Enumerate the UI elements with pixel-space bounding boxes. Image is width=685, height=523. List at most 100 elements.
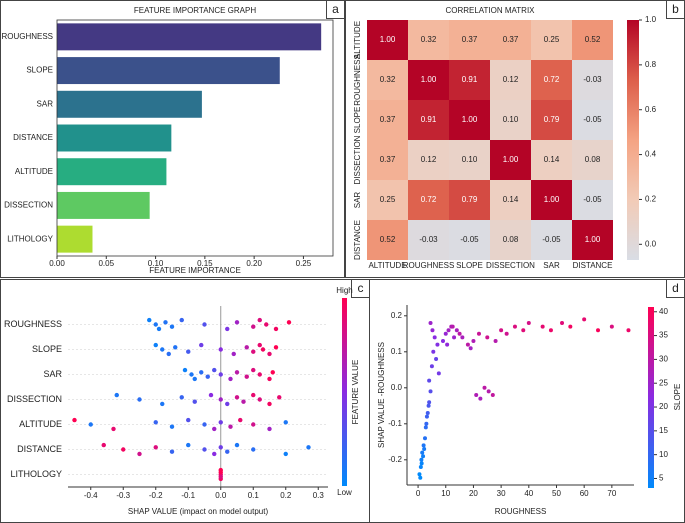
scatter-point [450,324,455,329]
shap-dot [179,317,184,323]
scatter-point [419,457,424,462]
cell-label: 0.72 [421,195,437,204]
shap-dot [244,345,249,350]
x-tick-label: -0.3 [116,491,130,500]
shap-dot [270,370,275,375]
scatter-point [471,339,476,343]
scatter-point [435,342,440,347]
shap-dot [267,426,272,432]
scatter-point [422,436,427,441]
scatter-point [443,331,448,336]
x-tick-label: 0.10 [148,259,164,268]
heatmap-cell [449,180,490,220]
heatmap-cell [408,60,449,100]
x-tick-label: -0.4 [84,491,98,500]
shap-dot [218,470,223,475]
shap-dot [225,326,230,332]
cell-label: 1.00 [380,35,396,44]
colorbar [627,20,639,260]
cell-label: -0.05 [542,235,561,244]
scatter-point [428,321,433,325]
y-tick-label: -0.2 [388,455,402,464]
cell-label: 0.52 [380,235,396,244]
chart-title: FEATURE IMPORTANCE GRAPH [134,6,256,15]
heatmap-cell [572,20,613,60]
shap-dot [153,420,158,425]
shap-dot [169,449,175,454]
cell-label: 0.37 [503,35,519,44]
scatter-point [609,324,614,329]
colorbar-tick-label: 25 [659,378,668,387]
scatter-point [446,328,451,333]
heatmap-cell [367,140,408,180]
heatmap-cell [531,20,572,60]
shap-dot [225,449,230,454]
shap-dot [163,320,168,325]
shap-dot [114,392,119,398]
shap-dot [192,399,197,404]
shap-dot [234,442,240,448]
shap-dot [225,401,230,407]
scatter-point [420,450,425,455]
heatmap-cell [490,220,531,260]
cell-label: 0.37 [380,155,396,164]
shap-dot [251,422,256,427]
heatmap-cell [367,60,408,100]
shap-dot [202,422,207,427]
cell-label: 0.52 [585,35,601,44]
row-label: ALTITUDE [353,21,362,59]
feature-label: LITHOLOGY [10,469,62,479]
scatter-point [421,443,426,448]
shap-dot [186,349,191,354]
cell-label: 0.12 [503,75,519,84]
colorbar-tick-label: 15 [659,426,668,435]
shap-dot [205,374,210,379]
column-label: ALTITUDE [368,261,406,270]
colorbar-tick-label: 30 [659,355,668,364]
shap-dot [257,342,262,348]
cell-label: 0.10 [503,115,519,124]
shap-dot [231,351,236,357]
cell-label: 0.91 [462,75,478,84]
cell-label: 0.14 [544,155,560,164]
cell-label: 0.25 [380,195,396,204]
shap-dot [153,342,158,348]
scatter-point [454,328,459,333]
bar [57,23,322,51]
x-tick-label: 30 [497,489,506,498]
heatmap-cell [408,140,449,180]
colorbar-tick-label: 0.4 [645,150,657,159]
shap-dot [277,395,282,400]
heatmap-cell [408,20,449,60]
shap-dot [218,372,223,377]
x-tick-label: 0.0 [215,491,227,500]
bar [57,57,280,85]
heatmap-cell [449,220,490,260]
bar [57,191,150,219]
heatmap-cell [367,100,408,140]
shap-dot [251,367,256,373]
bar [57,124,172,152]
shap-dot [179,395,184,400]
x-tick-label: 0.20 [246,259,262,268]
heatmap-cell [572,140,613,180]
scatter-point [560,321,565,325]
cell-label: 0.32 [380,75,396,84]
scatter-point [445,342,450,347]
scatter-point [460,335,465,340]
colorbar-tick-label: 0.2 [645,195,657,204]
cell-label: -0.05 [460,235,479,244]
shap-dot [169,324,175,329]
cell-label: 0.12 [421,155,437,164]
scatter-point [430,328,435,333]
shap-dot [251,447,256,452]
heatmap-cell [490,180,531,220]
heatmap-cell [531,100,572,140]
heatmap-cell [408,180,449,220]
x-tick-label: 10 [441,489,450,498]
heatmap-cell [531,140,572,180]
x-tick-label: 0.1 [248,491,260,500]
scatter-point [521,328,526,333]
shap-dot [251,392,256,398]
scatter-point [476,331,481,336]
